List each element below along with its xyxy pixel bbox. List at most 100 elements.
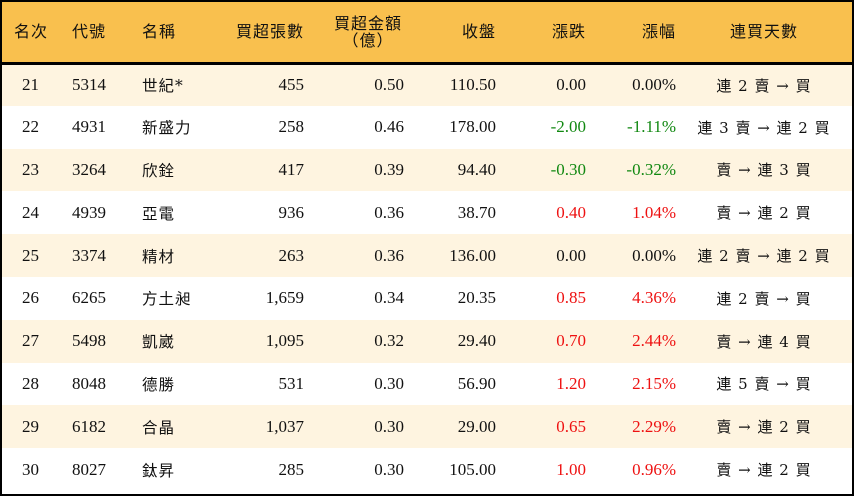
name-cell: 凱崴 [142,333,176,352]
header-rank: 名次 [2,2,64,65]
table-row: 22 4931 新盛力 258 0.46 178.00 -2.00 -1.11%… [2,105,852,149]
name-cell: 精材 [142,247,176,266]
net-buy-lots-cell: 263 [278,245,305,265]
consecutive-days-cell: 連 2 賣 → 買 [716,289,812,308]
net-buy-amount-cell: 0.39 [374,159,404,179]
net-buy-amount-cell: 0.46 [374,117,404,137]
consecutive-days-cell: 賣 → 連 2 買 [716,204,812,223]
header-net-buy-lots: 買超張數 [214,2,304,65]
net-buy-amount-cell: 0.30 [374,373,404,393]
code-cell: 3264 [72,159,106,179]
header-net-buy-amount: 買超金額 （億） [304,2,404,65]
name-cell: 新盛力 [142,119,192,138]
close-cell: 178.00 [449,117,496,137]
net-buy-lots-cell: 258 [278,117,305,137]
change-pct-cell: 0.96% [632,459,676,479]
consecutive-days-cell: 賣 → 連 4 買 [716,332,812,351]
header-consecutive-days: 連買天數 [676,2,852,65]
table-row: 30 8027 鈦昇 285 0.30 105.00 1.00 0.96% 賣 … [2,448,852,491]
header-close: 收盤 [404,2,496,65]
code-cell: 8048 [72,373,106,393]
rank-cell: 30 [22,459,39,479]
change-pct-cell: 2.15% [632,373,676,393]
close-cell: 38.70 [457,202,496,222]
change-cell: -2.00 [550,117,586,137]
name-cell: 鈦昇 [142,461,176,480]
close-cell: 110.50 [449,75,496,95]
header-code: 代號 [64,2,132,65]
net-buy-lots-cell: 455 [278,75,305,95]
change-pct-cell: 1.04% [632,202,676,222]
change-cell: 0.85 [556,288,586,308]
consecutive-days-cell: 連 2 賣 → 買 [716,76,812,95]
code-cell: 6265 [72,288,106,308]
change-cell: 0.40 [556,202,586,222]
table-row: 24 4939 亞電 936 0.36 38.70 0.40 1.04% 賣 →… [2,191,852,235]
change-cell: 1.20 [556,373,586,393]
table-row: 28 8048 德勝 531 0.30 56.90 1.20 2.15% 連 5… [2,362,852,406]
rank-cell: 26 [22,288,39,308]
code-cell: 6182 [72,416,106,436]
change-pct-cell: 0.00% [632,245,676,265]
change-cell: -0.30 [550,159,586,179]
name-cell: 亞電 [142,204,176,223]
rank-cell: 22 [22,117,39,137]
code-cell: 8027 [72,459,106,479]
rank-cell: 23 [22,159,39,179]
consecutive-days-cell: 賣 → 連 2 買 [716,418,812,437]
net-buy-lots-cell: 1,037 [265,416,304,436]
table-row: 26 6265 方土昶 1,659 0.34 20.35 0.85 4.36% … [2,276,852,320]
header-change-pct: 漲幅 [586,2,676,65]
table-row: 23 3264 欣銓 417 0.39 94.40 -0.30 -0.32% 賣… [2,148,852,192]
consecutive-days-cell: 連 5 賣 → 買 [716,375,812,394]
table-row: 25 3374 精材 263 0.36 136.00 0.00 0.00% 連 … [2,234,852,277]
name-cell: 世紀* [142,77,184,96]
change-cell: 0.00 [556,75,586,95]
code-cell: 5498 [72,331,106,351]
table-row: 27 5498 凱崴 1,095 0.32 29.40 0.70 2.44% 賣… [2,319,852,363]
net-buy-lots-cell: 531 [278,373,305,393]
code-cell: 4939 [72,202,106,222]
name-cell: 欣銓 [142,161,176,180]
change-pct-cell: -1.11% [627,117,676,137]
close-cell: 29.40 [457,331,496,351]
table-header: 名次 代號 名稱 買超張數 買超金額 （億） 收盤 漲跌 漲幅 連買天數 [2,2,852,65]
change-cell: 1.00 [556,459,586,479]
net-buy-lots-cell: 285 [278,459,305,479]
consecutive-days-cell: 連 3 賣 → 連 2 買 [697,118,831,137]
close-cell: 29.00 [457,416,496,436]
net-buy-lots-cell: 1,659 [265,288,304,308]
change-pct-cell: 0.00% [632,75,676,95]
code-cell: 5314 [72,75,106,95]
consecutive-days-cell: 賣 → 連 3 買 [716,161,812,180]
change-pct-cell: 4.36% [632,288,676,308]
table-row: 29 6182 合晶 1,037 0.30 29.00 0.65 2.29% 賣… [2,405,852,449]
rank-cell: 24 [22,202,39,222]
net-buy-amount-cell: 0.32 [374,331,404,351]
change-cell: 0.00 [556,245,586,265]
name-cell: 方土昶 [142,290,192,309]
net-buy-amount-cell: 0.36 [374,202,404,222]
net-buy-amount-cell: 0.34 [374,288,404,308]
net-buy-lots-cell: 936 [278,202,305,222]
close-cell: 56.90 [457,373,496,393]
header-net-buy-amount-line1: 買超金額 [333,13,402,33]
table-row: 21 5314 世紀* 455 0.50 110.50 0.00 0.00% 連… [2,63,852,106]
change-cell: 0.65 [556,416,586,436]
name-cell: 合晶 [142,418,176,437]
net-buy-lots-cell: 1,095 [265,331,304,351]
change-cell: 0.70 [556,331,586,351]
header-name: 名稱 [132,2,214,65]
change-pct-cell: 2.44% [632,331,676,351]
table-body: 21 5314 世紀* 455 0.50 110.50 0.00 0.00% 連… [2,63,852,491]
net-buy-amount-cell: 0.50 [374,75,404,95]
net-buy-amount-cell: 0.36 [374,245,404,265]
header-change: 漲跌 [496,2,586,65]
net-buy-lots-cell: 417 [278,159,305,179]
net-buy-amount-cell: 0.30 [374,459,404,479]
code-cell: 3374 [72,245,106,265]
change-pct-cell: -0.32% [626,159,676,179]
close-cell: 94.40 [457,159,496,179]
consecutive-days-cell: 連 2 賣 → 連 2 買 [697,247,831,266]
